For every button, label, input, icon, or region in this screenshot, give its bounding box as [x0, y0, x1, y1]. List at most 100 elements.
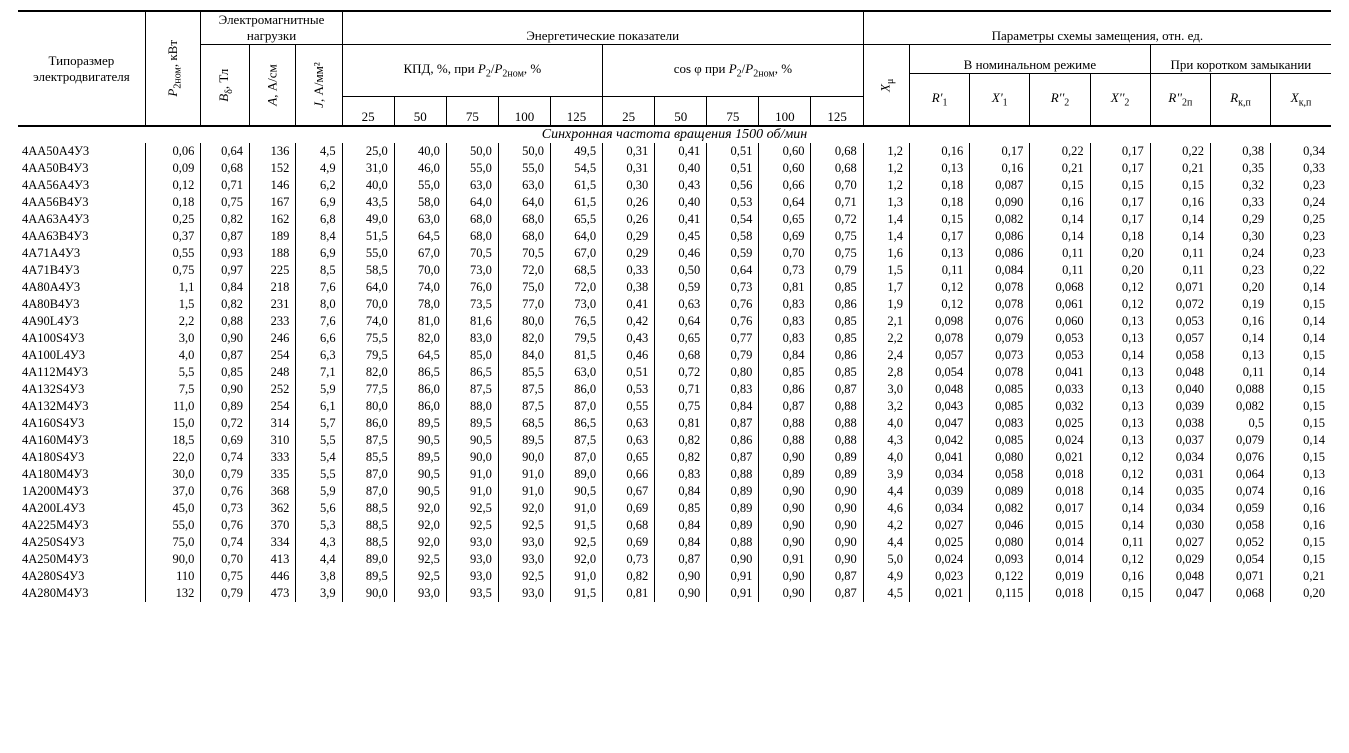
- cell-value: 86,0: [342, 415, 394, 432]
- cell-value: 0,83: [759, 296, 811, 313]
- cell-model: 4А100S4У3: [18, 330, 145, 347]
- cell-value: 0,89: [201, 398, 250, 415]
- cell-value: 40,0: [342, 177, 394, 194]
- cell-value: 0,80: [707, 364, 759, 381]
- cell-value: 0,080: [970, 449, 1030, 466]
- cell-model: 4А250S4У3: [18, 534, 145, 551]
- cell-value: 0,72: [811, 211, 863, 228]
- cell-value: 68,5: [498, 415, 550, 432]
- cell-value: 0,13: [1090, 415, 1150, 432]
- cell-value: 0,018: [1030, 466, 1090, 483]
- cell-value: 83,0: [446, 330, 498, 347]
- cell-value: 0,14: [1271, 313, 1331, 330]
- hdr-model: Типоразмер электродви­гателя: [18, 11, 145, 125]
- cell-value: 0,16: [1271, 500, 1331, 517]
- cell-value: 87,5: [446, 381, 498, 398]
- cell-value: 0,12: [145, 177, 201, 194]
- cell-value: 63,0: [551, 364, 603, 381]
- table-row: 4А80В4У31,50,822318,070,078,073,577,073,…: [18, 296, 1331, 313]
- cell-value: 0,14: [1090, 517, 1150, 534]
- cell-value: 0,87: [655, 551, 707, 568]
- cell-value: 31,0: [342, 160, 394, 177]
- cell-value: 0,59: [707, 245, 759, 262]
- cell-value: 81,6: [446, 313, 498, 330]
- cell-value: 0,078: [970, 279, 1030, 296]
- cell-value: 0,90: [759, 517, 811, 534]
- cell-value: 0,73: [707, 279, 759, 296]
- cell-value: 0,14: [1271, 279, 1331, 296]
- cell-value: 0,041: [1030, 364, 1090, 381]
- cell-value: 8,4: [296, 228, 342, 245]
- cell-value: 84,0: [498, 347, 550, 364]
- cell-value: 0,26: [603, 194, 655, 211]
- cell-value: 70,5: [446, 245, 498, 262]
- cell-value: 0,24: [1271, 194, 1331, 211]
- cell-value: 87,0: [342, 466, 394, 483]
- cell-value: 0,76: [707, 296, 759, 313]
- cell-value: 0,41: [655, 143, 707, 160]
- cell-value: 3,0: [145, 330, 201, 347]
- cell-value: 0,22: [1271, 262, 1331, 279]
- hdr-cos-100: 100: [759, 97, 811, 126]
- cell-value: 0,024: [910, 551, 970, 568]
- cell-value: 0,37: [145, 228, 201, 245]
- cell-value: 0,70: [201, 551, 250, 568]
- cell-value: 254: [250, 398, 296, 415]
- cell-value: 0,061: [1030, 296, 1090, 313]
- cell-value: 0,38: [603, 279, 655, 296]
- cell-value: 0,15: [1271, 449, 1331, 466]
- hdr-emag-group: Электромаг­нитные нагрузки: [201, 11, 342, 45]
- cell-value: 0,014: [1030, 534, 1090, 551]
- hdr-r1: R'1: [910, 74, 970, 126]
- table-row: 4АА56В4У30,180,751676,943,558,064,064,06…: [18, 194, 1331, 211]
- cell-value: 0,032: [1030, 398, 1090, 415]
- table-row: 4А225М4У355,00,763705,388,592,092,592,59…: [18, 517, 1331, 534]
- cell-value: 0,23: [1210, 262, 1270, 279]
- cell-value: 0,035: [1150, 483, 1210, 500]
- cell-value: 0,16: [1271, 517, 1331, 534]
- cell-value: 0,89: [707, 483, 759, 500]
- cell-value: 1,7: [863, 279, 909, 296]
- cell-value: 0,73: [603, 551, 655, 568]
- hdr-kpd-100: 100: [498, 97, 550, 126]
- cell-value: 70,0: [394, 262, 446, 279]
- table-row: 4АА63А4У30,250,821626,849,063,068,068,06…: [18, 211, 1331, 228]
- page-container: Типоразмер электродви­гателя P2ном, кВт …: [0, 0, 1349, 622]
- cell-value: 68,5: [551, 262, 603, 279]
- cell-value: 0,33: [1210, 194, 1270, 211]
- cell-value: 0,087: [970, 177, 1030, 194]
- cell-value: 37,0: [145, 483, 201, 500]
- cell-value: 0,12: [910, 296, 970, 313]
- cell-value: 0,11: [1030, 245, 1090, 262]
- cell-value: 0,17: [1090, 211, 1150, 228]
- table-row: 4АА50В4У30,090,681524,931,046,055,055,05…: [18, 160, 1331, 177]
- cell-value: 0,14: [1150, 228, 1210, 245]
- cell-value: 90,5: [446, 432, 498, 449]
- cell-value: 0,93: [201, 245, 250, 262]
- cell-value: 90,0: [446, 449, 498, 466]
- table-row: 4А250М4У390,00,704134,489,092,593,093,09…: [18, 551, 1331, 568]
- cell-value: 0,89: [811, 449, 863, 466]
- cell-value: 64,5: [394, 228, 446, 245]
- cell-value: 0,55: [145, 245, 201, 262]
- hdr-j-dens: J, А/мм²: [296, 45, 342, 126]
- cell-value: 5,3: [296, 517, 342, 534]
- cell-value: 0,021: [1030, 449, 1090, 466]
- cell-value: 0,86: [811, 296, 863, 313]
- cell-value: 0,085: [970, 432, 1030, 449]
- cell-value: 0,67: [603, 483, 655, 500]
- table-row: 4А250S4У375,00,743344,388,592,093,093,09…: [18, 534, 1331, 551]
- cell-value: 0,14: [1030, 228, 1090, 245]
- cell-value: 0,81: [603, 585, 655, 602]
- cell-value: 87,0: [551, 449, 603, 466]
- cell-model: 4А180М4У3: [18, 466, 145, 483]
- cell-value: 0,88: [201, 313, 250, 330]
- cell-value: 64,0: [446, 194, 498, 211]
- cell-value: 0,56: [707, 177, 759, 194]
- cell-value: 0,060: [1030, 313, 1090, 330]
- cell-value: 0,75: [811, 245, 863, 262]
- cell-value: 0,88: [811, 432, 863, 449]
- cell-value: 0,17: [1090, 143, 1150, 160]
- cell-value: 0,90: [811, 500, 863, 517]
- cell-value: 89,5: [498, 432, 550, 449]
